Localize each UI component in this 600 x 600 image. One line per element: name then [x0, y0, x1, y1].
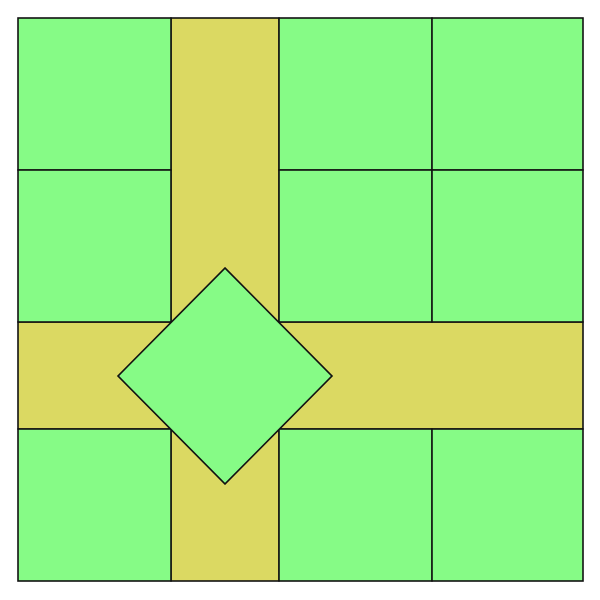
- grass-tile-r2-c3[interactable]: [278, 169, 433, 323]
- grass-tile-r1-c1[interactable]: [17, 17, 172, 171]
- grass-tile-r2-c4[interactable]: [431, 169, 584, 323]
- grass-tile-r4-c3[interactable]: [278, 428, 433, 582]
- diamond-tile[interactable]: [116, 266, 334, 486]
- grass-tile-r1-c3[interactable]: [278, 17, 433, 171]
- grass-tile-r4-c4[interactable]: [431, 428, 584, 582]
- grass-tile-r4-c1[interactable]: [17, 428, 172, 582]
- grass-tile-r2-c1[interactable]: [17, 169, 172, 323]
- grass-tile-r1-c4[interactable]: [431, 17, 584, 171]
